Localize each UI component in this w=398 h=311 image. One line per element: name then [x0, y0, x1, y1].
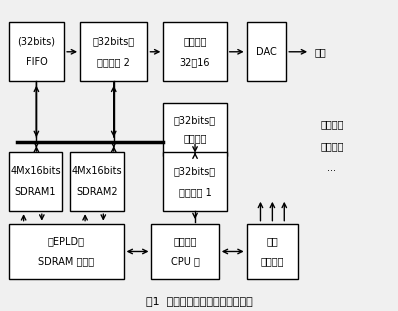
Text: FIFO: FIFO — [25, 57, 47, 67]
Bar — [247, 22, 286, 81]
Text: 数据锁存 2: 数据锁存 2 — [97, 57, 130, 67]
Text: 图1  任意波形发生器硬件原理框图: 图1 任意波形发生器硬件原理框图 — [146, 296, 252, 306]
Bar — [247, 224, 298, 279]
Bar — [9, 224, 124, 279]
Text: 输出: 输出 — [314, 47, 326, 57]
Text: 模块: 模块 — [267, 236, 278, 246]
Text: 系统内部: 系统内部 — [320, 119, 343, 130]
Bar — [151, 224, 219, 279]
Text: SDRAM2: SDRAM2 — [76, 188, 118, 197]
Text: 时钟电路: 时钟电路 — [261, 257, 284, 267]
Text: ...: ... — [328, 163, 336, 173]
Text: (32bits): (32bits) — [18, 36, 55, 46]
Text: 32：16: 32：16 — [180, 57, 210, 67]
Text: SDRAM 控制器: SDRAM 控制器 — [38, 257, 94, 267]
Bar — [163, 22, 227, 81]
Bar — [70, 152, 124, 211]
Text: （32bits）: （32bits） — [93, 36, 135, 46]
Text: DAC: DAC — [256, 47, 277, 57]
Bar — [80, 22, 147, 81]
Text: 并串转换: 并串转换 — [183, 36, 207, 46]
Text: 4Mx16bits: 4Mx16bits — [10, 166, 61, 176]
Text: 控制接口: 控制接口 — [174, 236, 197, 246]
Text: （32bits）: （32bits） — [174, 115, 216, 125]
Text: 4Mx16bits: 4Mx16bits — [72, 166, 122, 176]
Text: 总线开关: 总线开关 — [183, 134, 207, 144]
Bar — [163, 152, 227, 211]
Text: 数据锁存 1: 数据锁存 1 — [179, 188, 211, 197]
Bar — [9, 152, 62, 211]
Bar — [163, 103, 227, 156]
Text: 同步时钟: 同步时钟 — [320, 141, 343, 151]
Text: （32bits）: （32bits） — [174, 166, 216, 176]
Text: （EPLD）: （EPLD） — [48, 236, 85, 246]
Text: SDRAM1: SDRAM1 — [15, 188, 56, 197]
Bar — [9, 22, 64, 81]
Text: CPU 及: CPU 及 — [171, 257, 199, 267]
